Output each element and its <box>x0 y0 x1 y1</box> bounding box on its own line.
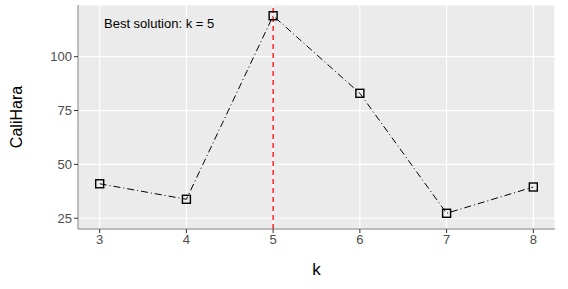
svg-text:5: 5 <box>270 232 277 247</box>
svg-text:CaliHara: CaliHara <box>8 86 25 148</box>
svg-text:50: 50 <box>58 157 72 172</box>
svg-text:6: 6 <box>356 232 363 247</box>
svg-text:100: 100 <box>50 49 72 64</box>
svg-text:8: 8 <box>530 232 537 247</box>
svg-text:7: 7 <box>443 232 450 247</box>
svg-text:4: 4 <box>183 232 190 247</box>
svg-text:25: 25 <box>58 211 72 226</box>
svg-text:k: k <box>312 260 321 279</box>
svg-text:75: 75 <box>58 103 72 118</box>
svg-text:3: 3 <box>96 232 103 247</box>
html-text:Best solution: k = 5: Best solution: k = 5 <box>104 16 215 31</box>
